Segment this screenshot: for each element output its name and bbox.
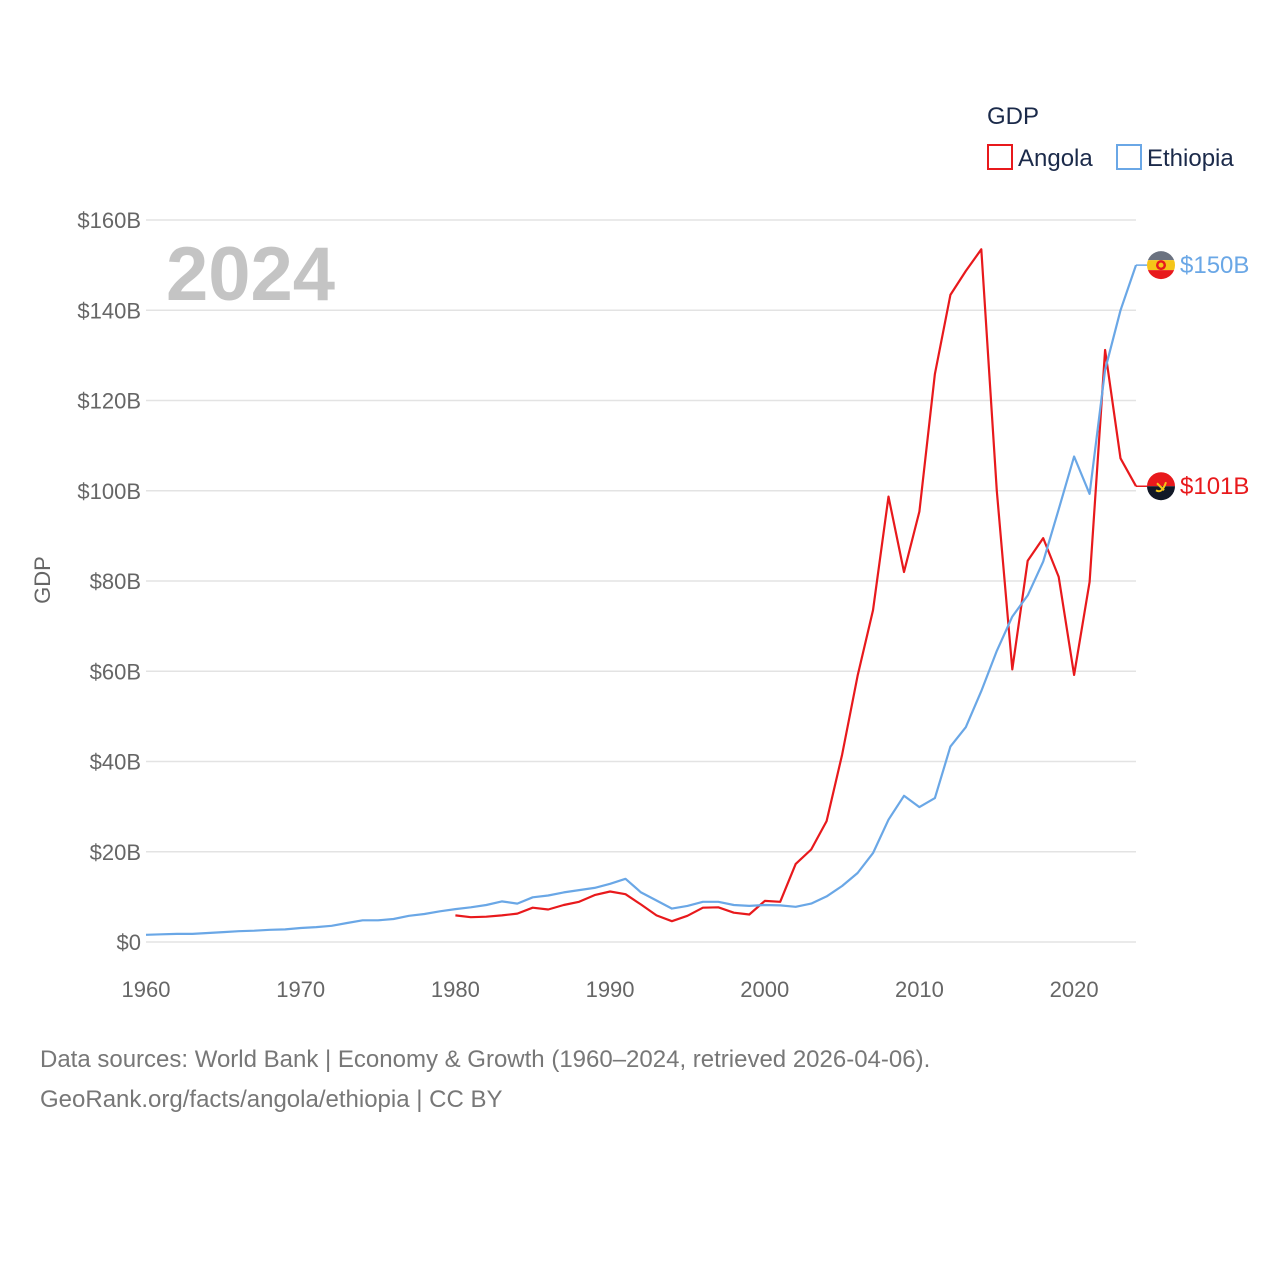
end-value-label-ethiopia: $150B	[1180, 252, 1249, 279]
series-line-ethiopia	[145, 264, 1138, 936]
y-tick-label: $120B	[77, 389, 141, 414]
x-tick-label: 1960	[122, 977, 171, 1002]
legend-title: GDP	[987, 103, 1039, 130]
footer: Data sources: World Bank | Economy & Gro…	[40, 1040, 1240, 1120]
legend-item-ethiopia[interactable]: Ethiopia	[1116, 144, 1234, 172]
legend-label-ethiopia: Ethiopia	[1147, 145, 1234, 172]
end-value-label-angola: $101B	[1180, 473, 1249, 500]
x-tick-label: 2020	[1050, 977, 1099, 1002]
x-tick-label: 2000	[740, 977, 789, 1002]
legend: GDP Angola Ethiopia	[987, 103, 1234, 172]
gridlines	[146, 219, 1136, 943]
x-tick-label: 2010	[895, 977, 944, 1002]
legend-swatch-angola	[987, 144, 1013, 170]
series-line-angola	[455, 248, 1137, 923]
y-tick-label: $40B	[90, 750, 141, 775]
angola-flag-icon	[1147, 472, 1175, 501]
x-axis-ticks: 1960 1970 1980 1990 2000 2010 2020	[122, 977, 1099, 1002]
gdp-line-chart: $0 $20B $40B $60B $80B $100B $120B $140B $160B 1…	[30, 103, 1249, 1002]
legend-label-angola: Angola	[1018, 145, 1093, 172]
ethiopia-flag-icon	[1147, 251, 1175, 280]
end-labels: $101B $150B	[1136, 251, 1249, 501]
y-tick-label: $140B	[77, 298, 141, 323]
legend-item-angola[interactable]: Angola	[987, 144, 1093, 172]
y-axis-title: GDP	[30, 556, 55, 604]
legend-swatch-ethiopia	[1116, 144, 1142, 170]
year-display: 2024	[166, 232, 335, 317]
x-tick-label: 1990	[586, 977, 635, 1002]
y-tick-label: $100B	[77, 479, 141, 504]
y-tick-label: $20B	[90, 840, 141, 865]
y-tick-label: $80B	[90, 569, 141, 594]
series-lines	[145, 248, 1138, 936]
y-tick-label: $0	[117, 930, 141, 955]
x-tick-label: 1970	[276, 977, 325, 1002]
y-axis-ticks: $0 $20B $40B $60B $80B $100B $120B $140B $160B	[77, 208, 141, 955]
footer-sources: Data sources: World Bank | Economy & Gro…	[40, 1046, 931, 1073]
footer-link: GeoRank.org/facts/angola/ethiopia | CC B…	[40, 1086, 503, 1113]
x-tick-label: 1980	[431, 977, 480, 1002]
y-tick-label: $160B	[77, 208, 141, 233]
y-tick-label: $60B	[90, 659, 141, 684]
